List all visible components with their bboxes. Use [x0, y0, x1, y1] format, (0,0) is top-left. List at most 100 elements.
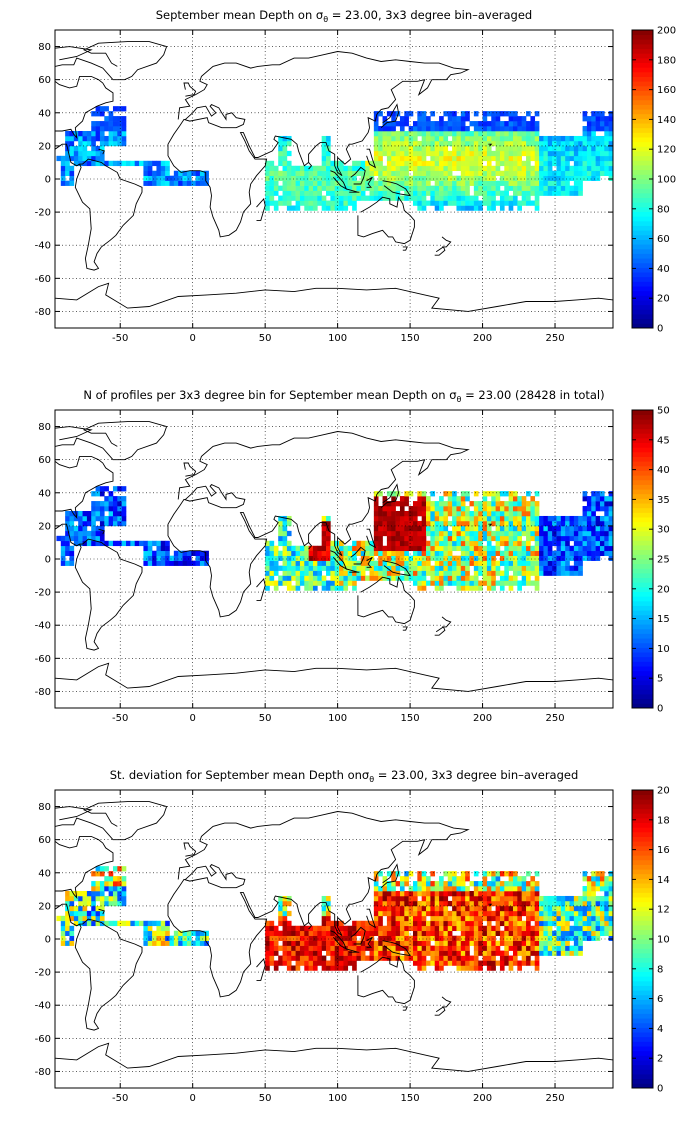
bin-cell [508, 126, 514, 132]
bin-cell [473, 890, 479, 897]
bin-cell [547, 900, 553, 907]
bin-cell [517, 920, 522, 927]
bin-cell [65, 150, 70, 157]
bin-cell [491, 895, 496, 902]
bin-cell [478, 930, 483, 936]
bin-cell [491, 945, 496, 951]
bin-cell [595, 525, 601, 532]
bin-cell [69, 895, 75, 902]
bin-cell [512, 496, 518, 502]
bin-cell [534, 930, 540, 936]
bin-cell [356, 170, 362, 176]
bin-cell [469, 200, 475, 206]
bin-cell [526, 190, 531, 196]
bin-cell [508, 130, 514, 137]
bin-cell [69, 130, 75, 137]
coastline [366, 528, 377, 549]
bin-cell [421, 871, 427, 877]
coastline [55, 41, 168, 81]
colorbar-step [632, 276, 653, 282]
bin-cell [499, 555, 505, 561]
bin-cell [504, 491, 509, 497]
bin-cell [591, 545, 596, 552]
bin-cell [443, 955, 449, 961]
bin-cell [556, 525, 562, 532]
bin-cell [404, 950, 409, 956]
bin-cell [417, 491, 422, 497]
bin-cell [391, 935, 396, 941]
bin-cell [460, 130, 466, 137]
bin-cell [417, 575, 422, 581]
bin-cell [521, 135, 527, 142]
bin-cell [278, 145, 283, 152]
bin-cell [521, 940, 527, 946]
bin-cell [473, 555, 479, 561]
coastline [330, 550, 348, 570]
bin-cell [430, 945, 436, 951]
bin-cell [69, 905, 75, 912]
bin-cell [595, 910, 601, 917]
bin-cell [391, 955, 396, 961]
bin-cell [491, 555, 496, 561]
bin-cell [421, 940, 427, 946]
bin-cell [369, 945, 375, 951]
bin-cell [552, 175, 557, 181]
bin-cell [421, 185, 427, 191]
bin-cell [308, 955, 314, 961]
bin-cell [599, 535, 605, 542]
bin-cell [91, 540, 96, 547]
coastline [346, 568, 360, 573]
colorbar-step [632, 475, 653, 481]
bin-cell [530, 155, 536, 162]
bin-cell [178, 170, 183, 176]
bin-cell [265, 545, 270, 552]
bin-cell [452, 920, 457, 927]
bin-cell [460, 945, 466, 951]
bin-cell [469, 545, 475, 552]
bin-cell [556, 550, 562, 556]
bin-cell [304, 585, 309, 591]
bin-cell [273, 940, 279, 946]
bin-cell [121, 515, 127, 522]
bin-cell [439, 530, 444, 537]
bin-cell [408, 130, 414, 137]
bin-cell [443, 491, 449, 497]
bin-cell [491, 506, 496, 512]
bin-cell [508, 930, 514, 936]
bin-cell [595, 540, 601, 547]
colorbar-step [632, 827, 653, 833]
bin-cell [504, 520, 509, 527]
coastline [402, 246, 408, 251]
bin-cell [578, 895, 583, 902]
bin-cell [334, 560, 340, 566]
bin-cell [521, 560, 527, 566]
bin-cell [434, 520, 440, 527]
bin-cell [512, 886, 518, 892]
bin-cell [317, 170, 322, 176]
bin-cell [582, 170, 588, 176]
bin-cell [273, 545, 279, 552]
bin-cell [604, 905, 609, 912]
bin-cell [321, 170, 327, 176]
bin-cell [517, 140, 522, 147]
bin-cell [404, 905, 409, 912]
bin-cell [439, 116, 444, 122]
colorbar-step [632, 817, 653, 823]
bin-cell [465, 175, 470, 181]
bin-cell [112, 876, 118, 882]
bin-cell [391, 915, 396, 922]
bin-cell [504, 560, 509, 566]
bin-cell [604, 910, 609, 917]
bin-cell [560, 550, 566, 556]
bin-cell [504, 200, 509, 206]
bin-cell [504, 170, 509, 176]
x-tick-label: 250 [545, 1093, 564, 1104]
bin-cell [408, 515, 414, 522]
bin-cell [586, 145, 592, 152]
bin-cell [112, 140, 118, 147]
bin-cell [508, 945, 514, 951]
bin-cell [608, 915, 613, 922]
bin-cell [204, 560, 209, 566]
bin-cell [586, 540, 592, 547]
bin-cell [452, 940, 457, 946]
